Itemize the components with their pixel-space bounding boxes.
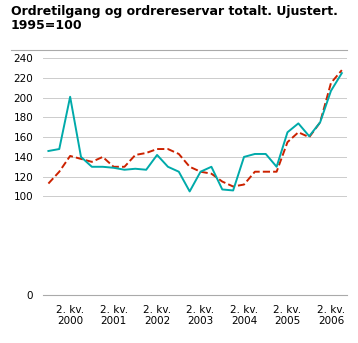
Reserve: [176, 152, 181, 156]
Reserve: [340, 68, 344, 72]
Text: 1995=100: 1995=100: [11, 19, 82, 32]
Tilgang: [242, 155, 246, 159]
Reserve: [133, 153, 137, 157]
Reserve: [111, 165, 116, 169]
Tilgang: [188, 189, 192, 193]
Reserve: [307, 135, 311, 139]
Reserve: [220, 179, 224, 184]
Tilgang: [220, 187, 224, 191]
Tilgang: [263, 152, 268, 156]
Reserve: [155, 147, 159, 151]
Tilgang: [133, 167, 137, 171]
Tilgang: [198, 170, 203, 174]
Reserve: [198, 170, 203, 174]
Tilgang: [90, 165, 94, 169]
Tilgang: [144, 168, 148, 172]
Reserve: [188, 165, 192, 169]
Reserve: [296, 130, 300, 134]
Tilgang: [101, 165, 105, 169]
Tilgang: [275, 165, 279, 169]
Reserve: [101, 155, 105, 159]
Tilgang: [166, 165, 170, 169]
Reserve: [242, 182, 246, 187]
Tilgang: [176, 170, 181, 174]
Reserve: [253, 170, 257, 174]
Text: Ordretilgang og ordrereservar totalt. Ujustert.: Ordretilgang og ordrereservar totalt. Uj…: [11, 5, 338, 18]
Reserve: [57, 170, 62, 174]
Reserve: [90, 160, 94, 164]
Tilgang: [111, 166, 116, 170]
Tilgang: [122, 168, 127, 172]
Tilgang: [285, 130, 290, 134]
Tilgang: [329, 89, 333, 93]
Tilgang: [46, 149, 50, 153]
Reserve: [329, 81, 333, 85]
Reserve: [275, 170, 279, 174]
Tilgang: [79, 155, 83, 159]
Tilgang: [296, 121, 300, 126]
Reserve: [79, 157, 83, 161]
Tilgang: [340, 71, 344, 75]
Tilgang: [155, 153, 159, 157]
Reserve: [166, 147, 170, 151]
Tilgang: [253, 152, 257, 156]
Reserve: [318, 120, 322, 125]
Tilgang: [231, 188, 235, 192]
Tilgang: [318, 120, 322, 125]
Line: Tilgang: Tilgang: [48, 73, 342, 191]
Reserve: [122, 165, 127, 169]
Reserve: [209, 172, 214, 176]
Reserve: [231, 185, 235, 189]
Reserve: [263, 170, 268, 174]
Reserve: [144, 151, 148, 155]
Tilgang: [307, 134, 311, 138]
Reserve: [285, 140, 290, 144]
Tilgang: [209, 165, 214, 169]
Reserve: [46, 181, 50, 186]
Tilgang: [57, 147, 62, 151]
Line: Reserve: Reserve: [48, 70, 342, 187]
Tilgang: [68, 95, 72, 99]
Reserve: [68, 154, 72, 158]
